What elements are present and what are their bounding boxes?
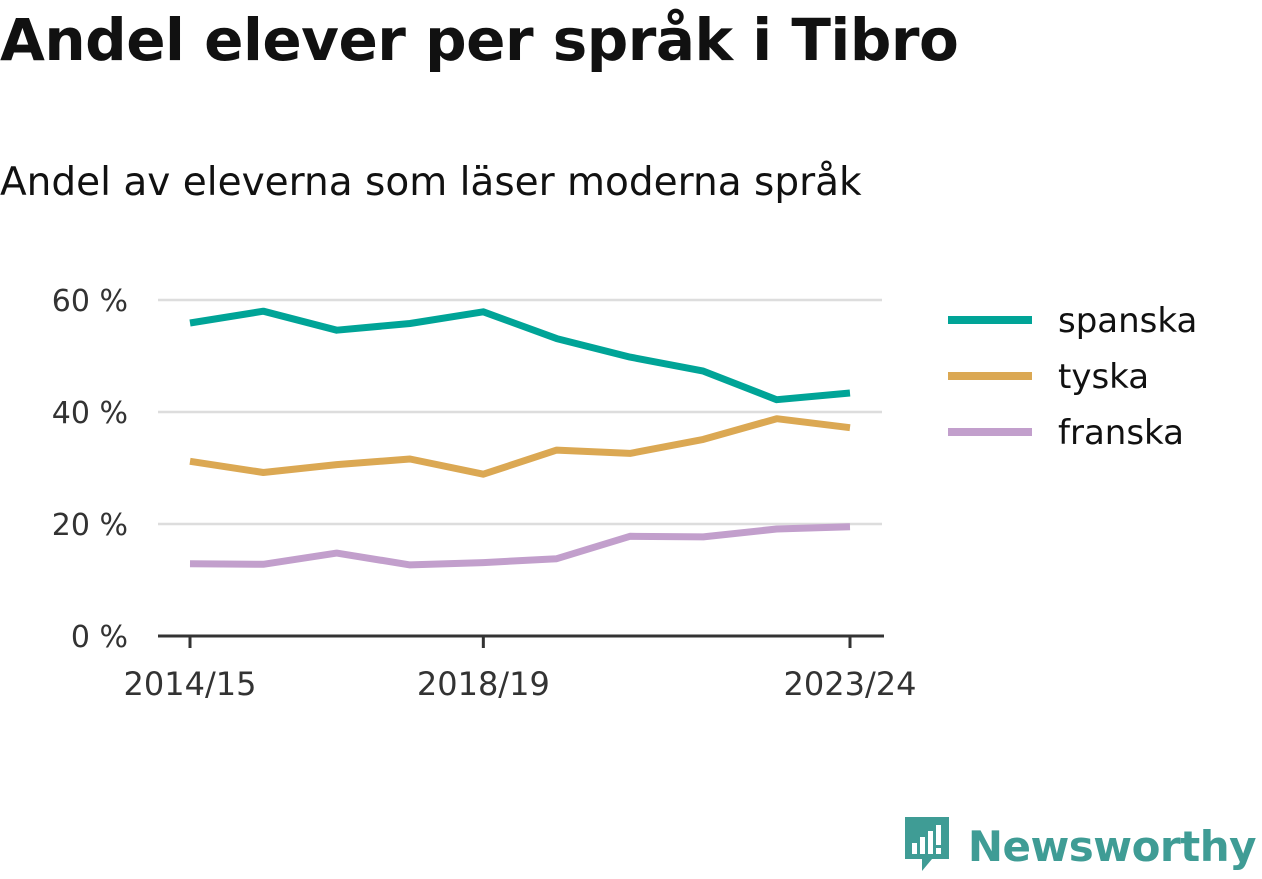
y-tick-label: 60 % (52, 284, 128, 319)
series-line-tyska (189, 415, 851, 478)
chart-subtitle: Andel av eleverna som läser moderna språ… (0, 160, 862, 205)
legend-label-spanska: spanska (1058, 301, 1197, 341)
y-tick-label: 20 % (52, 508, 128, 543)
y-tick-label: 40 % (52, 396, 128, 431)
y-tick-label: 0 % (71, 620, 128, 655)
x-tick-label: 2014/15 (124, 665, 257, 703)
newsworthy-logo-icon (902, 815, 952, 877)
series-line-spanska (189, 307, 851, 404)
newsworthy-logo-text: Newsworthy (967, 821, 1257, 871)
y-axis: 0 % 20 % 40 % 60 % (52, 284, 128, 655)
chart-title: Andel elever per språk i Tibro (0, 6, 959, 74)
x-tick-label: 2023/24 (784, 665, 917, 703)
legend-label-tyska: tyska (1058, 357, 1149, 397)
series-lines (189, 307, 851, 569)
legend: spanska tyska franska (948, 301, 1197, 453)
x-axis: 2014/15 2018/19 2023/24 (124, 634, 917, 703)
x-tick-label: 2018/19 (417, 665, 550, 703)
newsworthy-brand: Newsworthy (902, 815, 1257, 877)
gridlines (158, 298, 882, 526)
series-line-franska (189, 523, 851, 569)
legend-label-franska: franska (1058, 413, 1184, 453)
